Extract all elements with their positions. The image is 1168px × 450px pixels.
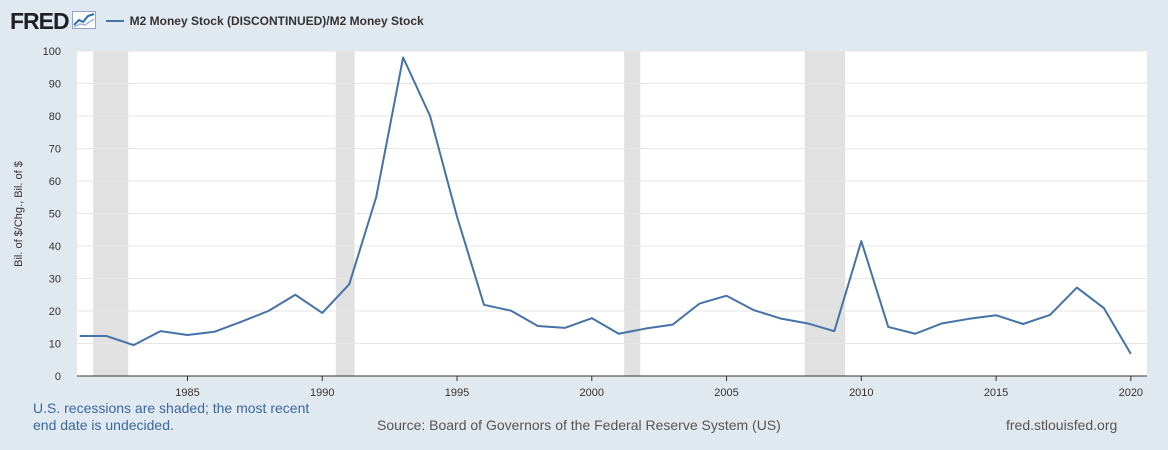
series-line[interactable] <box>79 56 1132 355</box>
header: FRED M2 Money Stock (DISCONTINUED)/M2 Mo… <box>10 8 424 34</box>
x-tick-label: 2010 <box>849 387 873 399</box>
x-tick-label: 2005 <box>714 387 738 399</box>
y-tick-label: 40 <box>49 241 61 253</box>
y-tick-label: 20 <box>49 306 61 318</box>
y-axis-ticks: 0 10 20 30 40 50 60 70 80 90 100 <box>43 46 61 383</box>
chart-logo-icon <box>71 11 96 29</box>
x-tick-label: 2020 <box>1119 387 1143 399</box>
x-tick-label: 1985 <box>175 387 199 399</box>
source-text: Source: Board of Governors of the Federa… <box>377 417 781 433</box>
y-axis-label: Bil. of $/Chg., Bil. of $ <box>13 161 25 267</box>
series-group <box>79 56 1132 355</box>
legend-label: M2 Money Stock (DISCONTINUED)/M2 Money S… <box>129 14 424 28</box>
legend-swatch <box>105 20 124 22</box>
x-axis-ticks: 1985 1990 1995 2000 2005 2010 2015 2020 <box>175 376 1143 399</box>
y-tick-label: 10 <box>49 339 61 351</box>
y-tick-label: 80 <box>49 111 61 123</box>
x-tick-label: 1990 <box>310 387 334 399</box>
legend[interactable]: M2 Money Stock (DISCONTINUED)/M2 Money S… <box>105 14 424 28</box>
x-tick-label: 2015 <box>984 387 1008 399</box>
y-tick-label: 0 <box>55 371 61 383</box>
fred-url-link[interactable]: fred.stlouisfed.org <box>1006 417 1118 433</box>
x-tick-label: 1995 <box>445 387 469 399</box>
x-tick-label: 2000 <box>580 387 604 399</box>
y-tick-label: 30 <box>49 274 61 286</box>
y-tick-label: 70 <box>49 144 61 156</box>
recession-note: U.S. recessions are shaded; the most rec… <box>33 400 310 433</box>
y-tick-label: 90 <box>49 79 61 91</box>
gridlines <box>77 50 1147 344</box>
y-tick-label: 50 <box>49 209 61 221</box>
y-tick-label: 60 <box>49 176 61 188</box>
fred-logo[interactable]: FRED <box>10 7 70 34</box>
y-tick-label: 100 <box>43 46 61 58</box>
